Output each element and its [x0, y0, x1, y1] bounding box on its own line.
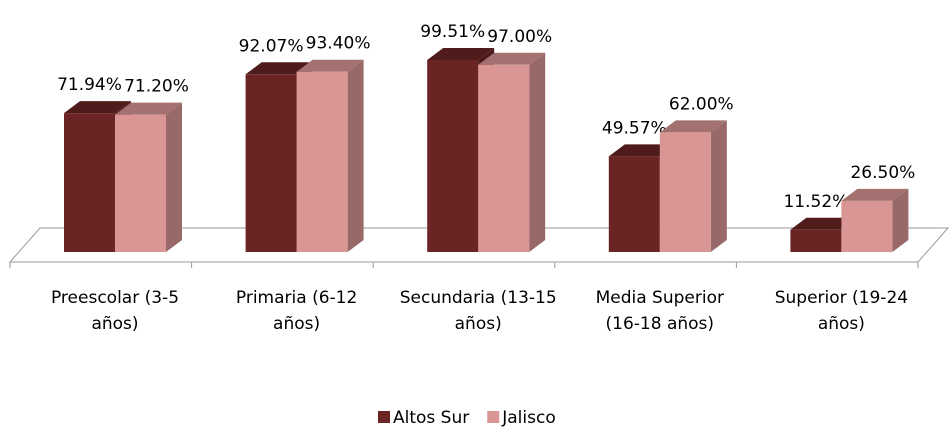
- x-tick-label: Superior (19-24 años): [775, 288, 908, 334]
- bar-face: [115, 102, 182, 115]
- value-label: 11.52%: [783, 192, 848, 212]
- bar-face: [64, 101, 131, 114]
- legend-label: Jalisco: [501, 408, 555, 428]
- x-tick-label: Media Superior (16-18 años): [596, 288, 724, 334]
- bar-face: [478, 52, 546, 65]
- value-label: 26.50%: [850, 163, 915, 183]
- bar-face: [790, 217, 858, 230]
- bar-face: [790, 229, 842, 252]
- legend-swatch: [378, 411, 390, 423]
- bar-face: [659, 120, 727, 133]
- value-label: 93.40%: [306, 34, 371, 54]
- bar-face: [427, 59, 479, 252]
- bar-face: [296, 71, 348, 252]
- bar: [659, 120, 727, 252]
- bar-face: [841, 188, 909, 201]
- bar-face: [64, 113, 115, 253]
- bar: [790, 217, 858, 252]
- value-label: 49.57%: [602, 118, 667, 138]
- bar-face: [529, 52, 546, 252]
- legend-label: Altos Sur: [393, 408, 469, 428]
- bar: [296, 59, 364, 252]
- bar-face: [608, 144, 676, 157]
- bar-face: [892, 188, 909, 252]
- x-tick-label: Secundaria (13-15 años): [400, 288, 557, 334]
- bar-face: [841, 200, 893, 252]
- bar-face: [659, 132, 711, 252]
- bar: [115, 102, 182, 252]
- bar-face: [608, 156, 660, 252]
- value-label: 62.00%: [669, 94, 734, 114]
- value-label: 99.51%: [420, 22, 485, 42]
- value-label: 71.20%: [124, 77, 189, 97]
- bar-face: [347, 59, 364, 252]
- bar-face: [296, 59, 364, 72]
- value-label: 71.94%: [57, 75, 122, 95]
- value-label: 97.00%: [487, 27, 552, 47]
- legend-swatch: [487, 411, 500, 423]
- bar: [478, 52, 546, 252]
- bar-face: [710, 120, 727, 252]
- x-tick-label: Primaria (6-12 años): [236, 288, 357, 334]
- x-tick-label: Preescolar (3-5 años): [51, 288, 179, 334]
- value-label: 92.07%: [239, 36, 304, 56]
- bar-face: [245, 62, 313, 75]
- bar-face: [245, 74, 297, 252]
- bar: [841, 188, 909, 252]
- bar-face: [115, 114, 166, 252]
- bar-face: [427, 47, 495, 60]
- bar-face: [166, 102, 182, 252]
- bar-face: [478, 64, 530, 252]
